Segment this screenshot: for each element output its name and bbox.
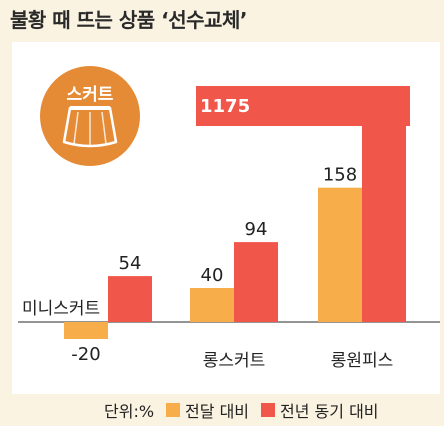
skirt-icon	[62, 106, 118, 148]
category-label-0: 미니스커트	[22, 299, 100, 319]
category-badge: 스커트	[40, 66, 140, 166]
category-label-1: 롱스커트	[203, 351, 266, 371]
legend: 단위:% 전달 대비 전년 동기 대비	[104, 399, 391, 421]
bar-0-1	[108, 276, 152, 322]
category-label-2: 롱원피스	[331, 351, 394, 371]
legend-item-prev-year: 전년 동기 대비	[261, 398, 379, 422]
legend-swatch-prev-year	[261, 403, 276, 417]
unit-label: 단위:%	[104, 402, 155, 421]
legend-label-prev-month: 전달 대비	[185, 402, 250, 421]
bar-1-1	[234, 242, 278, 322]
legend-label-prev-year: 전년 동기 대비	[280, 402, 379, 421]
value-label-1-0: 40	[201, 265, 224, 286]
legend-swatch-prev-month	[166, 403, 181, 417]
bar-1-0	[190, 288, 234, 322]
value-label-0-1: 54	[119, 253, 142, 274]
bar-0-0	[64, 322, 108, 339]
chart-title: 불황 때 뜨는 상품 ‘선수교체’	[10, 8, 247, 32]
value-label-2-1: 1175	[200, 96, 250, 117]
badge-label: 스커트	[66, 85, 114, 105]
bar-2-0	[318, 187, 362, 322]
legend-item-prev-month: 전달 대비	[166, 398, 249, 422]
value-label-1-1: 94	[245, 219, 268, 240]
value-label-2-0: 158	[323, 165, 357, 186]
value-label-0-0: -20	[71, 344, 100, 365]
bar-2-1	[362, 86, 406, 322]
